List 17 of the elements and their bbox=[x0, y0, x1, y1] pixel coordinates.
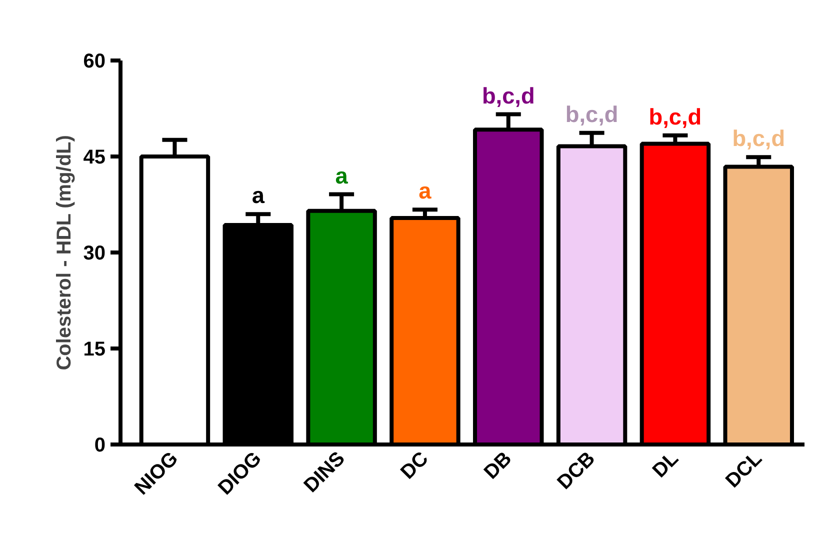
y-tick-label: 45 bbox=[83, 146, 106, 168]
data-label: a bbox=[252, 182, 265, 208]
x-tick-label: DB bbox=[480, 448, 516, 484]
y-axis-title: Colesterol - HDL (mg/dL) bbox=[53, 135, 76, 370]
y-tick-label: 30 bbox=[83, 242, 106, 264]
data-label: b,c,d bbox=[648, 103, 702, 130]
y-tick-label: 0 bbox=[94, 434, 106, 456]
x-tick-label: DC bbox=[396, 448, 433, 484]
x-tick-label: DCL bbox=[722, 448, 766, 492]
x-tick-label: DL bbox=[648, 448, 683, 482]
data-label: a bbox=[335, 162, 348, 188]
data-label: a bbox=[418, 178, 432, 204]
y-tick-label: 15 bbox=[83, 338, 106, 360]
data-label: b,c,d bbox=[565, 100, 618, 127]
data-label: b,c,d bbox=[482, 82, 535, 108]
y-tick-label: 60 bbox=[83, 50, 106, 72]
data-label: b,c,d bbox=[732, 125, 786, 152]
